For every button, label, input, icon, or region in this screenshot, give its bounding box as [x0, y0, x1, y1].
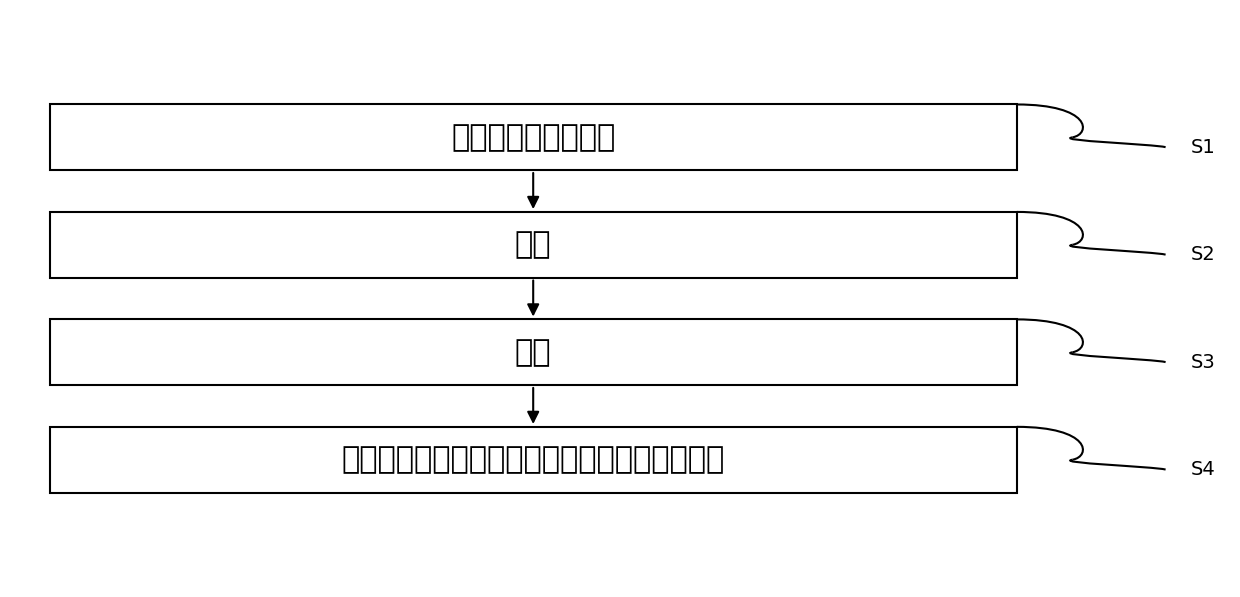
- Text: S3: S3: [1190, 353, 1215, 371]
- Text: S1: S1: [1190, 138, 1215, 156]
- Text: 检测液晶玻璃表面粗糙度，采用抛光头定点抛光: 检测液晶玻璃表面粗糙度，采用抛光头定点抛光: [341, 445, 725, 474]
- Bar: [50, 427, 1017, 493]
- Text: 精抛: 精抛: [515, 338, 552, 367]
- Text: 清理液晶玻璃上杂质: 清理液晶玻璃上杂质: [451, 123, 615, 152]
- Bar: [50, 212, 1017, 278]
- Text: 粗抛: 粗抛: [515, 230, 552, 259]
- Text: S2: S2: [1190, 245, 1215, 264]
- Text: S4: S4: [1190, 460, 1215, 479]
- Bar: [50, 104, 1017, 170]
- Bar: [50, 319, 1017, 385]
